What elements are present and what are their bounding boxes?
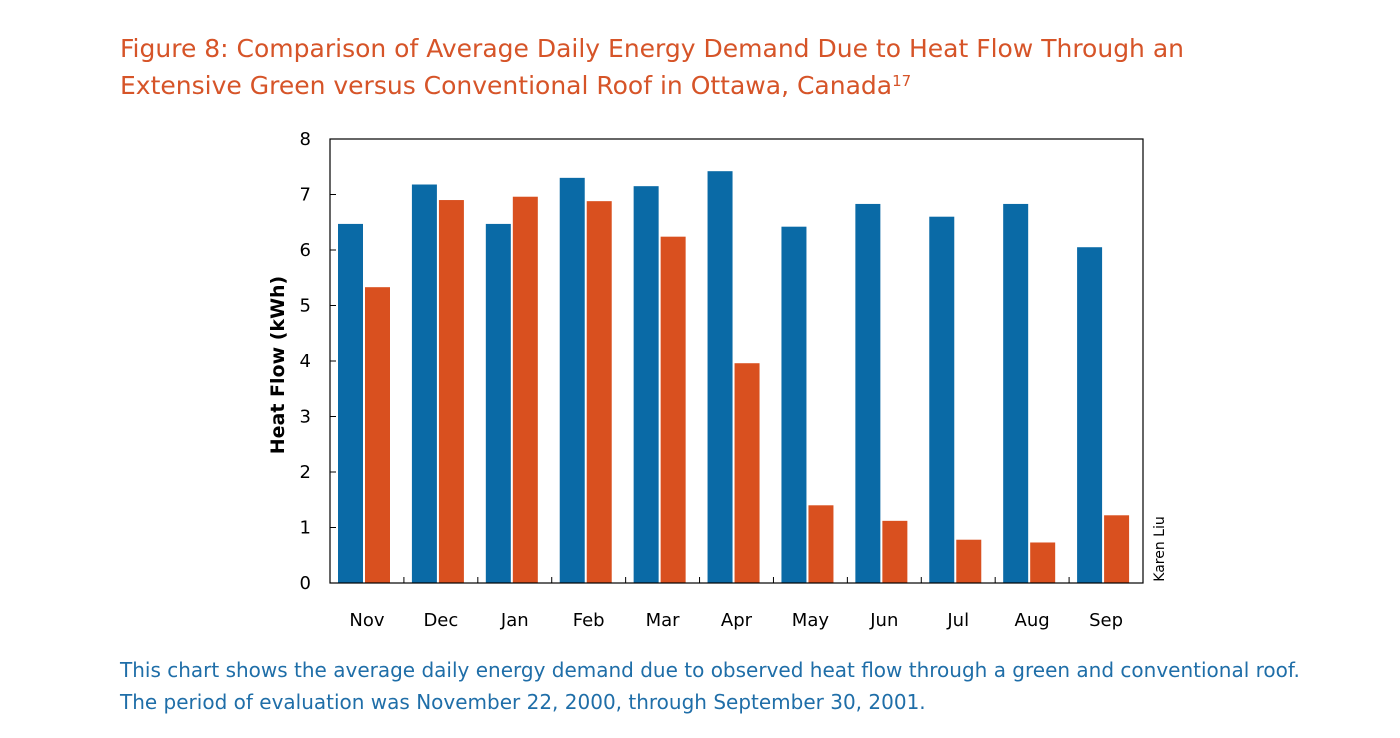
y-tick-label: 1 bbox=[300, 518, 311, 539]
x-category-label-jul: Jul bbox=[946, 610, 969, 631]
bar-may-series-2 bbox=[808, 505, 834, 583]
ticks-layer: 0 1 2 3 4 5 6 7 8 Nov Dec Jan Feb Mar Apr May Jun Jul Aug S… bbox=[300, 129, 1123, 631]
bar-apr-series-2 bbox=[734, 363, 760, 583]
x-category-label-jan: Jan bbox=[500, 610, 529, 631]
x-category-label-mar: Mar bbox=[646, 610, 681, 631]
x-category-label-aug: Aug bbox=[1015, 610, 1050, 631]
bar-dec-series-1 bbox=[411, 184, 437, 583]
x-category-label-jun: Jun bbox=[869, 610, 898, 631]
bar-nov-series-1 bbox=[338, 223, 363, 584]
y-tick-label: 2 bbox=[300, 462, 311, 483]
bar-feb-series-1 bbox=[559, 177, 585, 583]
bar-sep-series-2 bbox=[1104, 515, 1130, 583]
y-tick-label: 0 bbox=[300, 573, 311, 594]
figure-title-text: Figure 8: Comparison of Average Daily En… bbox=[120, 34, 1185, 100]
bar-jun-series-1 bbox=[855, 203, 881, 583]
bar-sep-series-1 bbox=[1077, 247, 1103, 583]
y-axis-title: Heat Flow (kWh) bbox=[267, 276, 289, 455]
y-tick-label: 7 bbox=[300, 185, 311, 206]
figure-caption: This chart shows the average daily energ… bbox=[120, 654, 1320, 718]
x-category-label-dec: Dec bbox=[423, 610, 458, 631]
x-category-label-apr: Apr bbox=[721, 610, 753, 631]
bar-apr-series-1 bbox=[707, 171, 733, 583]
caption-line-1: This chart shows the average daily energ… bbox=[120, 658, 1300, 682]
bar-dec-series-2 bbox=[438, 200, 464, 584]
bar-jul-series-2 bbox=[956, 539, 982, 583]
bar-aug-series-2 bbox=[1030, 542, 1056, 583]
y-tick-label: 4 bbox=[300, 351, 311, 372]
bar-feb-series-2 bbox=[586, 201, 612, 583]
caption-line-2: The period of evaluation was November 22… bbox=[120, 690, 926, 714]
image-credit: Karen Liu bbox=[1152, 516, 1168, 581]
x-category-label-may: May bbox=[792, 610, 830, 631]
bar-may-series-1 bbox=[781, 226, 807, 583]
bar-nov-series-2 bbox=[365, 287, 390, 583]
bar-jan-series-1 bbox=[485, 223, 511, 584]
bar-jan-series-2 bbox=[512, 196, 538, 583]
y-tick-label: 8 bbox=[300, 129, 311, 150]
bar-jul-series-1 bbox=[929, 216, 955, 583]
y-tick-label: 6 bbox=[300, 240, 311, 261]
x-category-label-sep: Sep bbox=[1089, 610, 1123, 631]
bar-jun-series-2 bbox=[882, 520, 908, 583]
x-category-label-nov: Nov bbox=[349, 610, 384, 631]
bars-layer bbox=[338, 171, 1130, 584]
bar-mar-series-2 bbox=[660, 236, 686, 583]
bar-aug-series-1 bbox=[1003, 203, 1029, 583]
x-category-label-feb: Feb bbox=[573, 610, 605, 631]
y-tick-label: 3 bbox=[300, 407, 311, 428]
figure-title-footnote: 17 bbox=[892, 72, 912, 90]
y-tick-label: 5 bbox=[300, 296, 311, 317]
figure-title: Figure 8: Comparison of Average Daily En… bbox=[120, 30, 1300, 104]
bar-mar-series-1 bbox=[633, 186, 659, 584]
